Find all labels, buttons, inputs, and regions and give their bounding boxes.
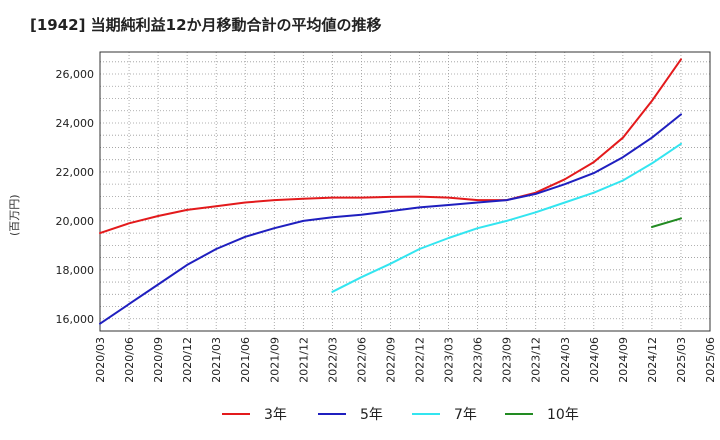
x-tick-label: 2024/12 bbox=[646, 337, 659, 383]
x-tick-label: 2021/12 bbox=[297, 337, 310, 383]
x-tick-label: 2021/09 bbox=[268, 337, 281, 383]
legend: 3年 5年 7年 10年 bbox=[222, 407, 579, 423]
x-tick-label: 2022/06 bbox=[355, 337, 368, 383]
x-tick-label: 2020/06 bbox=[123, 337, 136, 383]
x-tick-label: 2024/06 bbox=[588, 337, 601, 383]
x-tick-label: 2020/12 bbox=[181, 337, 194, 383]
y-tick-label: 18,000 bbox=[56, 264, 95, 277]
legend-label-3年: 3年 bbox=[264, 407, 287, 423]
y-axis-ticks: 16,000 18,000 20,000 22,000 24,000 26,000 bbox=[56, 68, 95, 326]
x-tick-label: 2022/12 bbox=[414, 337, 427, 383]
x-tick-label: 2024/03 bbox=[559, 337, 572, 383]
legend-label-5年: 5年 bbox=[360, 407, 383, 423]
x-tick-label: 2021/03 bbox=[210, 337, 223, 383]
plot-frame bbox=[99, 51, 711, 332]
x-tick-label: 2020/03 bbox=[94, 337, 107, 383]
x-tick-label: 2023/12 bbox=[530, 337, 543, 383]
chart-title: [1942] 当期純利益12か月移動合計の平均値の推移 bbox=[30, 16, 382, 34]
y-tick-label: 20,000 bbox=[56, 215, 95, 228]
series-layer bbox=[99, 58, 682, 325]
legend-label-7年: 7年 bbox=[454, 407, 477, 423]
grid-lines bbox=[99, 52, 711, 331]
y-tick-label: 16,000 bbox=[56, 313, 95, 326]
x-tick-label: 2020/09 bbox=[152, 337, 165, 383]
series-line-3年 bbox=[99, 58, 682, 235]
x-tick-label: 2022/03 bbox=[326, 337, 339, 383]
series-line-10年 bbox=[650, 217, 682, 228]
x-tick-label: 2023/03 bbox=[443, 337, 456, 383]
x-axis-ticks: 2020/03 2020/06 2020/09 2020/12 2021/03 2021/… bbox=[94, 337, 717, 383]
series-line-7年 bbox=[331, 142, 682, 293]
x-tick-label: 2025/06 bbox=[704, 337, 717, 383]
y-tick-label: 26,000 bbox=[56, 68, 95, 81]
y-tick-label: 24,000 bbox=[56, 117, 95, 130]
x-tick-label: 2025/03 bbox=[675, 337, 688, 383]
x-tick-label: 2024/09 bbox=[617, 337, 630, 383]
series-line-5年 bbox=[99, 113, 682, 325]
x-tick-label: 2021/06 bbox=[239, 337, 252, 383]
legend-label-10年: 10年 bbox=[547, 407, 579, 423]
x-tick-label: 2022/09 bbox=[384, 337, 397, 383]
x-tick-label: 2023/06 bbox=[472, 337, 485, 383]
y-tick-label: 22,000 bbox=[56, 166, 95, 179]
x-tick-label: 2023/09 bbox=[501, 337, 514, 383]
